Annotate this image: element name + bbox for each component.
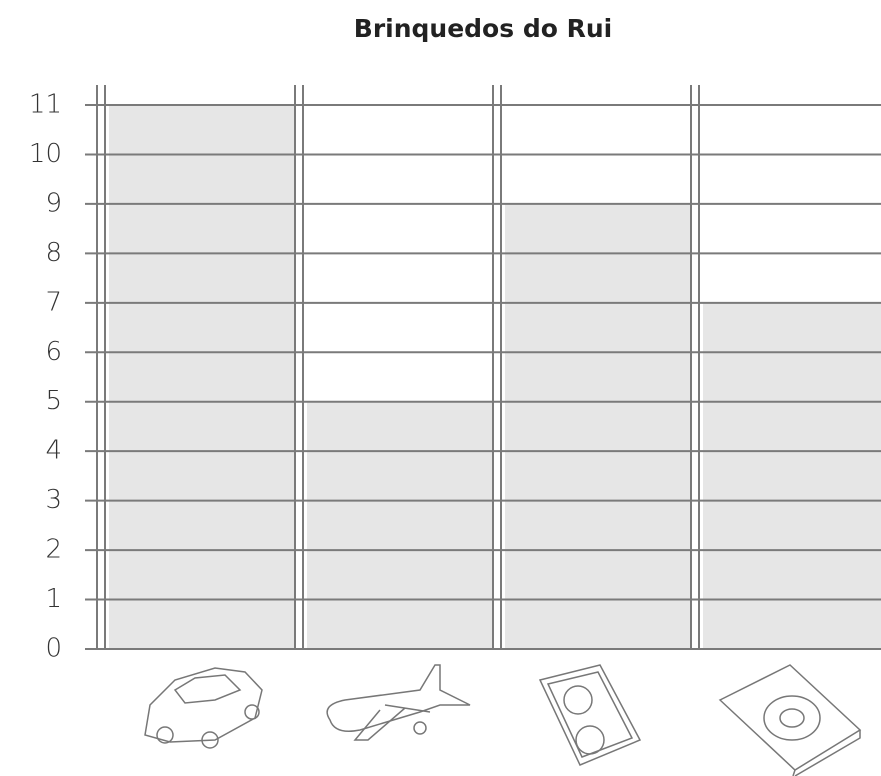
poster-icon — [538, 664, 642, 766]
bar — [109, 105, 295, 649]
y-tick-label: 8 — [45, 238, 62, 268]
car-icon — [144, 667, 263, 749]
y-tick-label: 6 — [45, 337, 62, 367]
y-tick-label: 1 — [45, 584, 62, 614]
bars — [109, 105, 881, 649]
y-tick-label: 0 — [45, 634, 62, 664]
bar — [703, 302, 881, 649]
airplane-icon — [326, 664, 471, 741]
y-tick-label: 10 — [29, 139, 62, 169]
y-tick-label: 7 — [45, 287, 62, 317]
y-tick-label: 4 — [45, 436, 62, 466]
y-tick-label: 11 — [29, 90, 62, 120]
y-tick-label: 5 — [45, 386, 62, 416]
y-tick-label: 9 — [45, 188, 62, 218]
bar — [505, 203, 691, 649]
y-tick-label: 2 — [45, 535, 62, 565]
icons — [144, 664, 862, 776]
y-tick-label: 3 — [45, 485, 62, 515]
game-icon — [718, 664, 862, 776]
bar — [307, 401, 493, 649]
grid — [85, 85, 881, 650]
chart-title: Brinquedos do Rui — [354, 14, 612, 43]
